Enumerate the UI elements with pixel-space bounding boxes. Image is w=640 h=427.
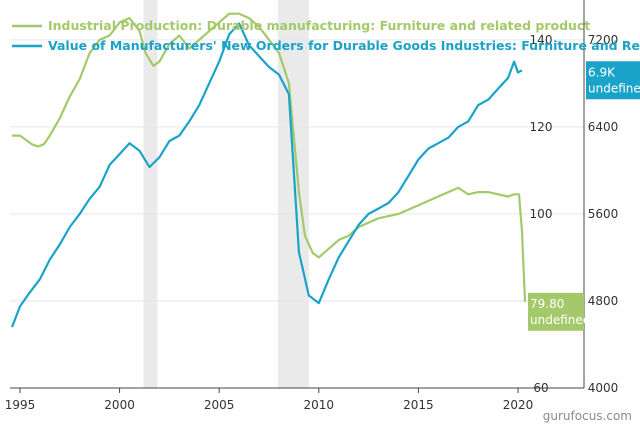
recession-bands xyxy=(143,0,309,388)
right-tick-label: 4800 xyxy=(588,294,619,308)
legend-label-2: Value of Manufacturers' New Orders for D… xyxy=(48,38,640,53)
legend-label-1: Industrial Production: Durable manufactu… xyxy=(48,18,590,33)
flag-sub-2: undefined xyxy=(588,81,640,95)
x-tick-label: 2010 xyxy=(304,398,335,412)
x-ticks: 1995 2000 2005 2010 2015 2020 xyxy=(5,388,534,412)
left-tick-label: 140 xyxy=(530,33,553,47)
x-tick-label: 2005 xyxy=(204,398,235,412)
left-tick-label: 120 xyxy=(530,120,553,134)
x-tick-label: 2020 xyxy=(503,398,534,412)
flag-box-1 xyxy=(528,292,584,331)
flag-value-2: 6.9K xyxy=(588,65,616,79)
left-tick-label: 100 xyxy=(530,207,553,221)
right-axis-ticks: 4000 4800 5600 6400 7200 xyxy=(588,33,619,395)
series-line-2 xyxy=(10,22,523,328)
right-tick-label: 7200 xyxy=(588,33,619,47)
series-line-1 xyxy=(12,12,527,302)
right-tick-label: 4000 xyxy=(588,381,619,395)
recession-band xyxy=(277,0,309,388)
left-axis-ticks: 6080100120140 xyxy=(530,33,553,395)
left-tick-label: 60 xyxy=(533,381,548,395)
x-tick-label: 2000 xyxy=(104,398,135,412)
last-value-flags: 79.80 undefined 6.9K undefined xyxy=(528,61,640,331)
legend: Industrial Production: Durable manufactu… xyxy=(12,18,640,53)
x-tick-label: 1995 xyxy=(5,398,36,412)
watermark: gurufocus.com xyxy=(543,409,632,423)
recession-band xyxy=(143,0,158,388)
x-tick-label: 2015 xyxy=(403,398,434,412)
right-tick-label: 6400 xyxy=(588,120,619,134)
series-lines xyxy=(10,12,527,328)
flag-value-1: 79.80 xyxy=(530,297,564,311)
right-tick-label: 5600 xyxy=(588,207,619,221)
flag-box-2 xyxy=(586,61,640,100)
flag-sub-1: undefined xyxy=(530,313,590,327)
